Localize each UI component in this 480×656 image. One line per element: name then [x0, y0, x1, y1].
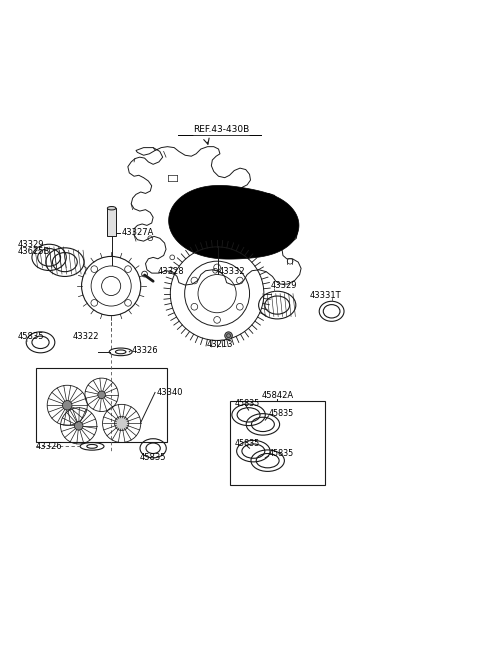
Text: 43340: 43340	[156, 388, 183, 397]
Text: 45835: 45835	[140, 453, 167, 462]
Circle shape	[225, 332, 232, 339]
Text: 43322: 43322	[73, 332, 99, 340]
Text: 45835: 45835	[234, 439, 260, 448]
Text: 43332: 43332	[218, 267, 245, 276]
Text: 45835: 45835	[269, 409, 294, 419]
Bar	[229, 401, 325, 485]
Text: 45835: 45835	[234, 399, 260, 408]
Text: REF.43-430B: REF.43-430B	[193, 125, 249, 134]
Text: 43328: 43328	[158, 267, 184, 276]
Polygon shape	[168, 186, 299, 259]
Text: 43213: 43213	[207, 340, 233, 349]
Bar	[36, 367, 167, 441]
Text: 43326: 43326	[131, 346, 158, 356]
Circle shape	[62, 401, 72, 410]
Bar	[108, 208, 116, 236]
Text: 45835: 45835	[17, 332, 44, 341]
Text: 43326: 43326	[36, 442, 62, 451]
Circle shape	[98, 391, 106, 399]
Circle shape	[115, 417, 129, 430]
Text: 45835: 45835	[269, 449, 294, 459]
Text: 45842A: 45842A	[261, 391, 293, 400]
Text: 43329: 43329	[271, 281, 298, 289]
Text: 43625B: 43625B	[17, 247, 49, 256]
Circle shape	[74, 422, 83, 430]
Text: 43329: 43329	[17, 240, 44, 249]
Text: 43331T: 43331T	[310, 291, 342, 300]
Ellipse shape	[108, 207, 116, 210]
Text: 43327A: 43327A	[121, 228, 154, 237]
